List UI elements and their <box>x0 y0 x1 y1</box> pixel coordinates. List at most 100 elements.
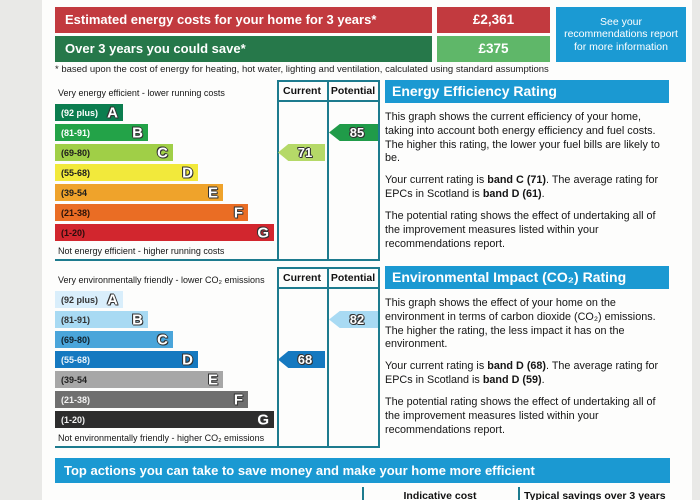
potential-rating-arrow: 85 <box>329 124 378 141</box>
energy-efficiency-panel: Energy Efficiency Rating This graph show… <box>385 80 669 251</box>
rating-band-b: (81-91) B <box>55 124 148 141</box>
current-rating-arrow: 68 <box>278 351 325 368</box>
co2-top-caption: Very environmentally friendly - lower CO… <box>58 275 265 285</box>
energy-efficiency-title: Energy Efficiency Rating <box>385 80 669 103</box>
current-band-text: band C (71) <box>487 174 547 187</box>
band-range-label: (39-54 <box>61 187 88 198</box>
potential-rating-value: 82 <box>349 312 365 327</box>
estimated-costs-label: Estimated energy costs for your home for… <box>55 7 432 33</box>
eer-bottom-caption: Not energy efficient - higher running co… <box>58 246 225 256</box>
savings-value: £375 <box>437 36 550 62</box>
rating-band-f: (21-38) F <box>55 204 248 221</box>
potential-rating-value: 85 <box>349 125 365 140</box>
band-letter: F <box>233 391 243 408</box>
environmental-impact-panel: Environmental Impact (CO₂) Rating This g… <box>385 266 669 437</box>
co2-bottom-caption: Not environmentally friendly - higher CO… <box>58 433 265 443</box>
environmental-impact-title: Environmental Impact (CO₂) Rating <box>385 266 669 289</box>
average-band-text: band D (59) <box>482 374 542 387</box>
current-column-header: Current <box>283 272 321 284</box>
rating-text: Your current rating is <box>385 360 488 373</box>
energy-paragraph-3: The potential rating shows the effect of… <box>385 209 656 250</box>
band-range-label: (69-80) <box>61 147 91 158</box>
band-range-label: (21-38) <box>61 394 91 405</box>
band-letter: B <box>132 124 143 141</box>
band-range-label: (39-54 <box>61 374 88 385</box>
environmental-impact-chart: Very environmentally friendly - lower CO… <box>55 267 380 450</box>
table-border <box>362 487 364 500</box>
current-rating-arrow: 71 <box>278 144 325 161</box>
rating-band-d: (55-68) D <box>55 164 198 181</box>
potential-column-header: Potential <box>330 85 376 97</box>
potential-rating-arrow: 82 <box>329 311 378 328</box>
band-range-label: (81-91) <box>61 127 91 138</box>
estimated-costs-value: £2,361 <box>437 7 550 33</box>
band-letter: B <box>132 311 143 328</box>
eer-top-caption: Very energy efficient - lower running co… <box>58 88 225 98</box>
current-rating-value: 68 <box>297 352 313 367</box>
band-letter: A <box>107 104 118 121</box>
rating-band-a: (92 plus) A <box>55 104 123 121</box>
column-border <box>378 80 380 261</box>
band-letter: C <box>157 331 168 348</box>
band-letter: D <box>182 164 193 181</box>
rating-band-e: (39-54 E <box>55 371 223 388</box>
rating-band-a: (92 plus) A <box>55 291 123 308</box>
rating-text: . <box>541 374 545 387</box>
rating-band-f: (21-38) F <box>55 391 248 408</box>
column-border <box>327 80 329 261</box>
band-range-label: (55-68) <box>61 167 91 178</box>
current-band-text: band D (68) <box>487 360 547 373</box>
potential-column-header: Potential <box>330 272 376 284</box>
rating-text: . The average rating for EPCs in Scotlan… <box>385 360 659 387</box>
co2-rating-paragraph: Your current rating is band D (68). The … <box>385 360 669 388</box>
band-range-label: (92 plus) <box>61 107 99 118</box>
co2-paragraph-3: The potential rating shows the effect of… <box>385 395 656 436</box>
top-actions-banner: Top actions you can take to save money a… <box>55 458 670 483</box>
indicative-cost-header: Indicative cost <box>403 490 477 500</box>
rating-text: . The average rating for EPCs in Scotlan… <box>385 174 659 201</box>
co2-paragraph-1: This graph shows the effect of your home… <box>385 297 656 351</box>
column-border <box>378 267 380 448</box>
band-letter: G <box>257 411 269 428</box>
band-letter: A <box>107 291 118 308</box>
column-border <box>277 80 279 261</box>
band-range-label: (81-91) <box>61 314 91 325</box>
band-letter: G <box>257 224 269 241</box>
band-range-label: (1-20) <box>61 414 86 425</box>
current-rating-value: 71 <box>297 145 313 160</box>
rating-band-c: (69-80) C <box>55 331 173 348</box>
rating-band-b: (81-91) B <box>55 311 148 328</box>
current-column-header: Current <box>283 85 321 97</box>
typical-savings-header: Typical savings over 3 years <box>524 490 666 500</box>
rating-text: . <box>541 188 545 201</box>
band-letter: E <box>207 371 218 388</box>
recommendations-note: See your recommendations report for more… <box>556 7 686 62</box>
rating-band-d: (55-68) D <box>55 351 198 368</box>
band-range-label: (1-20) <box>61 227 86 238</box>
rating-band-g: (1-20) G <box>55 224 274 241</box>
rating-band-e: (39-54 E <box>55 184 223 201</box>
assumptions-footnote: * based upon the cost of energy for heat… <box>55 64 549 75</box>
band-range-label: (21-38) <box>61 207 91 218</box>
document-sheet: Estimated energy costs for your home for… <box>42 0 692 500</box>
energy-paragraph-1: This graph shows the current efficiency … <box>385 111 660 165</box>
column-border <box>277 267 279 448</box>
band-letter: F <box>233 204 243 221</box>
chart-baseline <box>55 259 380 261</box>
band-range-label: (92 plus) <box>61 294 99 305</box>
rating-text: Your current rating is <box>385 174 488 187</box>
energy-rating-paragraph: Your current rating is band C (71). The … <box>385 174 669 202</box>
band-letter: E <box>207 184 218 201</box>
savings-label: Over 3 years you could save* <box>55 36 432 62</box>
band-letter: C <box>157 144 168 161</box>
chart-baseline <box>55 446 380 448</box>
band-range-label: (69-80) <box>61 334 91 345</box>
band-letter: D <box>182 351 193 368</box>
rating-band-g: (1-20) G <box>55 411 274 428</box>
table-border <box>518 487 520 500</box>
energy-efficiency-chart: Very energy efficient - lower running co… <box>55 80 380 263</box>
rating-band-c: (69-80) C <box>55 144 173 161</box>
column-border <box>327 267 329 448</box>
band-range-label: (55-68) <box>61 354 91 365</box>
